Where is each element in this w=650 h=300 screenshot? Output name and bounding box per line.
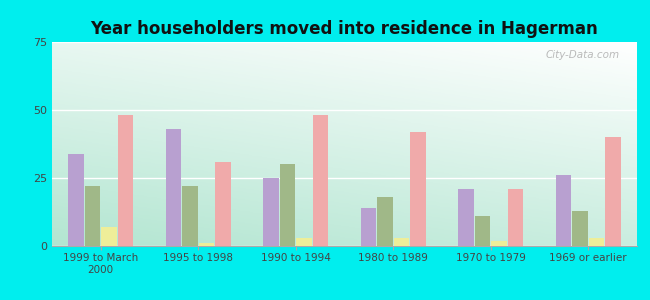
Title: Year householders moved into residence in Hagerman: Year householders moved into residence i… <box>90 20 599 38</box>
Bar <box>313 116 328 246</box>
Bar <box>605 137 621 246</box>
Bar <box>296 238 312 246</box>
Bar <box>118 116 133 246</box>
Bar <box>491 241 507 246</box>
Bar <box>589 238 604 246</box>
Bar <box>474 216 490 246</box>
Bar <box>572 211 588 246</box>
Bar <box>215 162 231 246</box>
Bar <box>508 189 523 246</box>
Bar <box>68 154 84 246</box>
Bar <box>458 189 474 246</box>
Bar <box>101 227 117 246</box>
Bar <box>361 208 376 246</box>
Bar <box>394 238 410 246</box>
Bar <box>263 178 279 246</box>
Bar <box>556 175 571 246</box>
Bar <box>280 164 295 246</box>
Bar <box>84 186 100 246</box>
Bar <box>182 186 198 246</box>
Bar <box>166 129 181 246</box>
Bar <box>199 243 215 246</box>
Text: City-Data.com: City-Data.com <box>545 50 619 60</box>
Bar <box>377 197 393 246</box>
Bar <box>410 132 426 246</box>
